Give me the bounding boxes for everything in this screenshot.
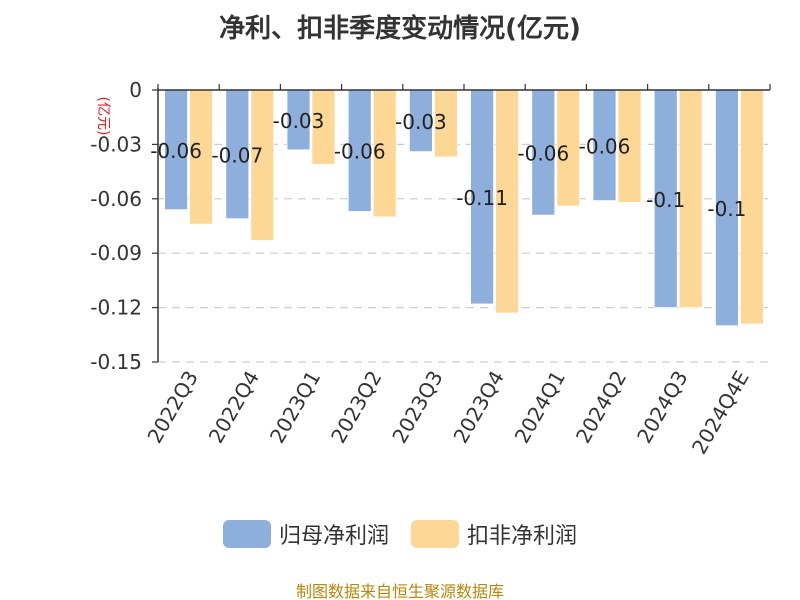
data-label: -0.06 bbox=[517, 142, 569, 166]
x-tick-label: 2024Q4E bbox=[687, 367, 754, 459]
x-tick-label: 2023Q4 bbox=[448, 367, 508, 448]
chart-title: 净利、扣非季度变动情况(亿元) bbox=[219, 14, 581, 44]
y-tick-label: -0.09 bbox=[90, 241, 142, 265]
x-tick-label: 2022Q4 bbox=[204, 367, 264, 448]
x-tick-label: 2022Q3 bbox=[142, 367, 202, 448]
x-tick-label: 2024Q1 bbox=[510, 367, 570, 448]
x-tick-label: 2023Q2 bbox=[326, 367, 386, 448]
y-axis-label: (亿元) bbox=[95, 97, 111, 136]
data-label: -0.03 bbox=[395, 110, 447, 134]
y-tick-label: -0.15 bbox=[90, 350, 142, 374]
data-label: -0.06 bbox=[579, 134, 631, 158]
x-tick-label: 2023Q3 bbox=[387, 367, 447, 448]
data-label: -0.1 bbox=[707, 197, 746, 221]
x-tick-label: 2024Q2 bbox=[571, 367, 631, 448]
data-label: -0.03 bbox=[273, 109, 325, 133]
data-label: -0.07 bbox=[211, 143, 263, 167]
data-label: -0.11 bbox=[456, 186, 508, 210]
legend-label-deducted-profit: 扣非净利润 bbox=[467, 524, 578, 549]
data-label: -0.06 bbox=[150, 139, 202, 163]
legend-label-net-profit: 归母净利润 bbox=[278, 524, 389, 549]
y-tick-label: -0.06 bbox=[90, 187, 142, 211]
legend-item-net-profit[interactable]: 归母净利润 bbox=[222, 518, 389, 550]
x-tick-label: 2023Q1 bbox=[265, 367, 325, 448]
legend-item-deducted-profit[interactable]: 扣非净利润 bbox=[411, 518, 577, 550]
legend-swatch-deducted-profit bbox=[411, 520, 459, 548]
data-label: -0.06 bbox=[334, 140, 386, 164]
data-label: -0.1 bbox=[646, 188, 685, 212]
legend-swatch-net-profit bbox=[222, 520, 271, 548]
y-tick-label: 0 bbox=[129, 78, 142, 102]
legend: 归母净利润 扣非净利润 bbox=[0, 518, 800, 550]
x-tick-label: 2024Q3 bbox=[632, 367, 692, 448]
y-tick-label: -0.12 bbox=[90, 296, 142, 320]
y-tick-label: -0.03 bbox=[90, 132, 142, 156]
source-note: 制图数据来自恒生聚源数据库 bbox=[295, 582, 504, 600]
